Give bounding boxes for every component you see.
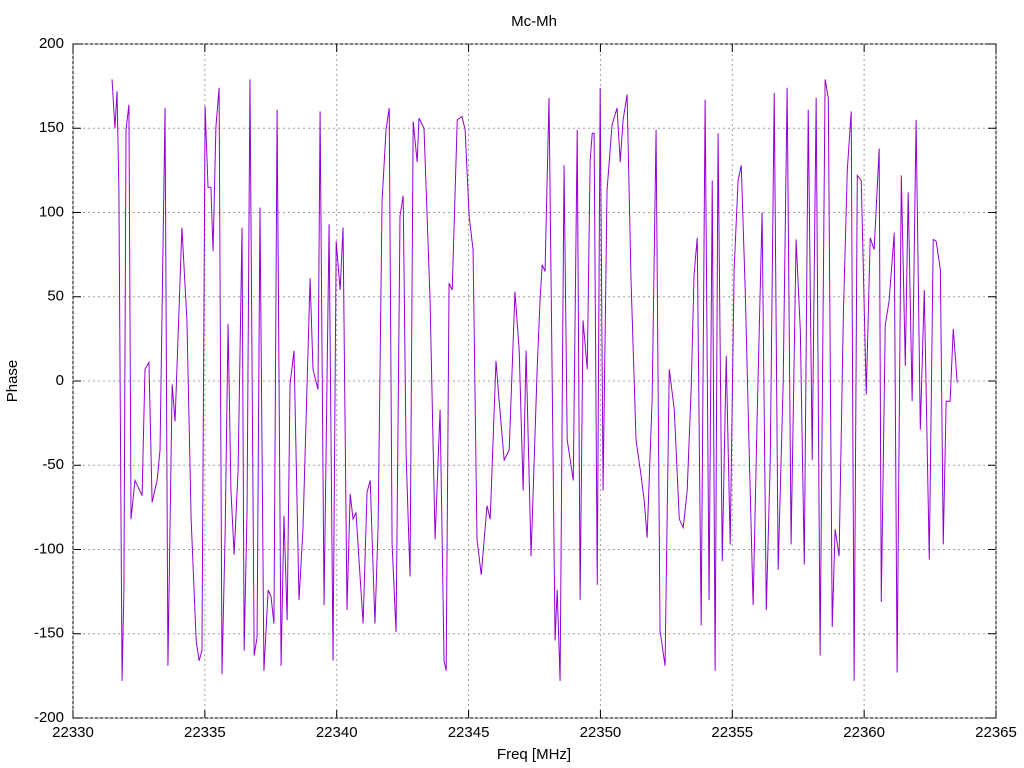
x-tick-label: 22355	[711, 724, 753, 741]
x-tick-label: 22330	[52, 724, 94, 741]
x-tick-label: 22340	[316, 724, 358, 741]
x-tick-label: 22365	[975, 724, 1017, 741]
y-tick-label: 0	[56, 372, 64, 389]
chart-title: Mc-Mh	[511, 13, 557, 30]
y-axis-label: Phase	[4, 360, 21, 403]
y-tick-label: 50	[47, 288, 64, 305]
x-tick-label: 22345	[448, 724, 490, 741]
y-tick-label: -50	[42, 456, 64, 473]
y-tick-label: 150	[39, 119, 64, 136]
x-tick-label: 22350	[580, 724, 622, 741]
data-line	[111, 79, 958, 681]
y-tick-label: -100	[34, 540, 64, 557]
x-tick-label: 22360	[843, 724, 885, 741]
y-tick-label: 100	[39, 203, 64, 220]
y-tick-label: -150	[34, 625, 64, 642]
x-axis-label: Freq [MHz]	[497, 746, 571, 763]
y-tick-label: 200	[39, 35, 64, 52]
x-tick-label: 22335	[184, 724, 226, 741]
y-tick-label: -200	[34, 709, 64, 726]
